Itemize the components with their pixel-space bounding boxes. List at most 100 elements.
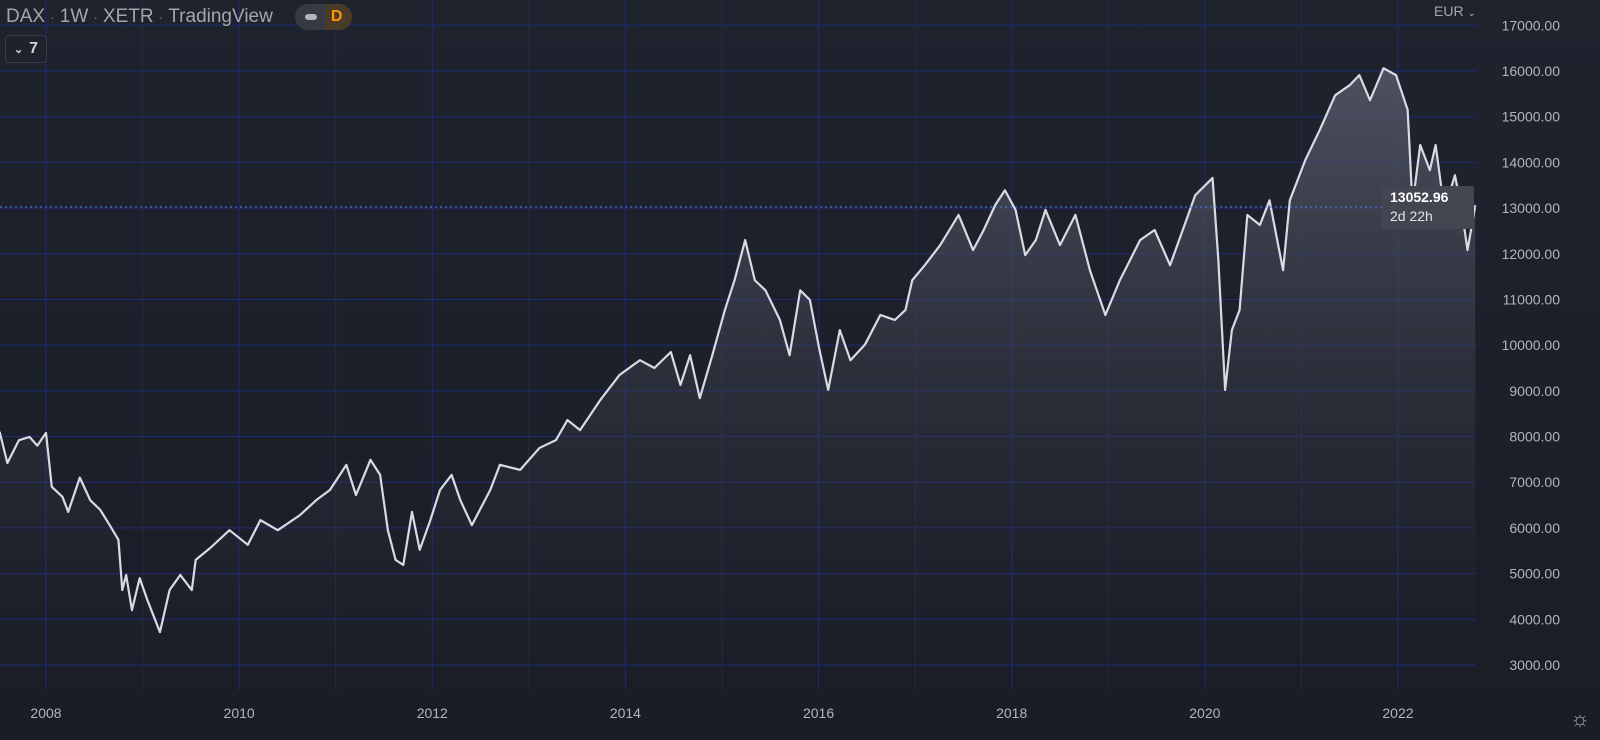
data-point	[579, 429, 581, 431]
data-point	[1358, 74, 1361, 76]
data-point	[299, 514, 301, 516]
data-point	[276, 529, 279, 531]
data-point	[994, 204, 997, 206]
data-point	[138, 577, 141, 579]
y-tick-label: 10000.00	[1502, 337, 1561, 353]
data-point	[1231, 329, 1233, 331]
data-point	[711, 354, 714, 356]
data-point	[1169, 264, 1171, 266]
data-point	[471, 524, 473, 526]
data-point	[108, 524, 111, 526]
x-tick-label: 2008	[30, 705, 61, 721]
data-point	[939, 244, 942, 246]
data-point	[754, 279, 756, 282]
data-point	[394, 559, 397, 561]
y-tick-label: 15000.00	[1502, 109, 1561, 125]
data-point	[146, 599, 149, 601]
data-point	[1395, 74, 1397, 76]
data-point	[459, 499, 462, 501]
data-point	[982, 229, 985, 231]
x-tick-label: 2020	[1189, 705, 1220, 721]
bar-countdown: 2d 22h	[1390, 208, 1433, 224]
y-tick-label: 6000.00	[1509, 520, 1560, 536]
chevron-down-icon: ⌄	[13, 43, 24, 56]
data-point	[345, 464, 348, 466]
data-point	[1024, 254, 1027, 256]
data-point	[1268, 199, 1271, 202]
x-tick-label: 2010	[224, 705, 255, 721]
symbol-legend[interactable]: DAX · 1W · XETR · TradingView D	[6, 4, 353, 30]
data-point	[67, 511, 70, 513]
data-point	[387, 529, 389, 531]
data-point	[538, 447, 541, 449]
data-point	[1194, 194, 1196, 197]
data-point	[799, 289, 802, 292]
y-tick-label: 3000.00	[1509, 657, 1560, 673]
data-point	[61, 496, 64, 498]
time-axis[interactable]: 2008 2010 2012 2014 2016 2018 2020 2022	[30, 705, 1413, 721]
data-point	[911, 279, 914, 282]
data-point	[779, 319, 781, 321]
price-axis-area[interactable]	[1476, 0, 1600, 690]
y-tick-label: 5000.00	[1509, 566, 1560, 582]
session-badge[interactable]: D	[294, 4, 353, 30]
data-point	[247, 544, 249, 546]
data-point	[159, 631, 161, 633]
x-tick-label: 2018	[996, 705, 1027, 721]
data-point	[1334, 94, 1337, 97]
y-tick-label: 9000.00	[1509, 383, 1560, 399]
currency-selector[interactable]: EUR ⌄	[1430, 3, 1480, 19]
data-point	[764, 289, 767, 292]
data-point	[733, 279, 736, 282]
data-point	[1246, 214, 1249, 216]
data-point	[259, 519, 262, 521]
last-price-label: 13052.96 2d 22h	[1382, 186, 1474, 229]
data-point	[1183, 224, 1186, 226]
data-point	[555, 439, 557, 441]
data-point	[957, 214, 960, 216]
data-point	[131, 609, 133, 611]
data-point	[894, 319, 896, 321]
data-point	[566, 419, 569, 421]
data-point	[429, 519, 432, 521]
data-point	[168, 589, 171, 591]
data-point	[379, 474, 381, 476]
data-point	[411, 511, 413, 513]
x-tick-label: 2016	[803, 705, 834, 721]
data-point	[670, 351, 672, 353]
data-point	[818, 349, 821, 351]
x-tick-label: 2014	[610, 705, 641, 721]
data-point	[724, 309, 726, 311]
data-point	[228, 529, 231, 531]
delayed-badge: D	[324, 4, 353, 30]
data-point	[849, 359, 852, 362]
data-point	[194, 559, 197, 561]
source: TradingView	[168, 6, 273, 27]
collapse-indicators-button[interactable]: ⌄ 7	[5, 35, 47, 63]
data-point	[1419, 144, 1421, 146]
y-tick-label: 13000.00	[1502, 200, 1561, 216]
data-point	[788, 354, 791, 356]
data-point	[809, 299, 811, 301]
data-point	[315, 499, 318, 501]
data-point	[1382, 67, 1385, 70]
price-axis[interactable]: 3000.00 4000.00 5000.00 6000.00 7000.00 8000.…	[1476, 0, 1600, 690]
data-point	[1153, 229, 1156, 231]
data-point	[1369, 99, 1371, 102]
data-point	[1318, 129, 1321, 131]
data-point	[121, 589, 124, 591]
data-point	[1304, 159, 1307, 161]
data-points	[0, 67, 1477, 633]
data-point	[519, 469, 521, 471]
data-point	[972, 249, 974, 251]
data-point	[50, 485, 53, 488]
data-point	[618, 374, 621, 376]
data-point	[599, 399, 602, 401]
data-point	[191, 589, 193, 591]
settings-icon[interactable]: ☼	[1569, 706, 1590, 731]
y-tick-label: 4000.00	[1509, 611, 1560, 627]
data-point	[499, 464, 501, 466]
y-tick-label: 16000.00	[1502, 63, 1561, 79]
data-point	[28, 436, 31, 438]
